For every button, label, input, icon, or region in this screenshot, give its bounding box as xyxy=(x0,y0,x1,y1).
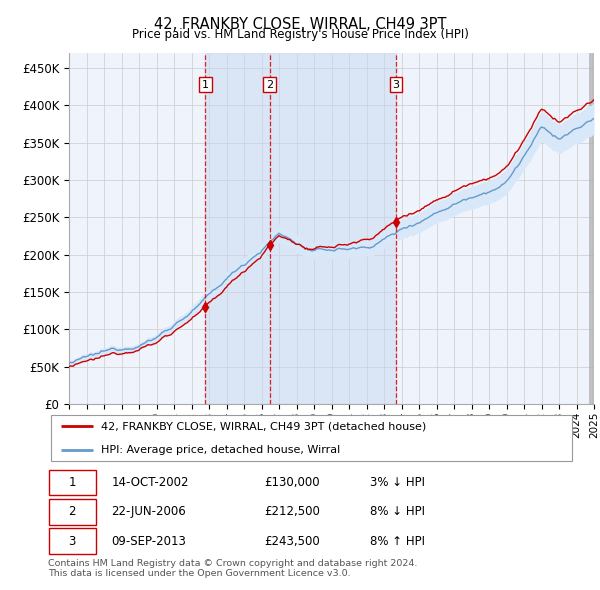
Text: 3% ↓ HPI: 3% ↓ HPI xyxy=(370,476,425,489)
Text: 3: 3 xyxy=(68,535,76,548)
Text: £212,500: £212,500 xyxy=(265,505,320,519)
Text: £243,500: £243,500 xyxy=(265,535,320,548)
Text: This data is licensed under the Open Government Licence v3.0.: This data is licensed under the Open Gov… xyxy=(48,569,350,578)
Bar xyxy=(205,53,270,404)
Text: HPI: Average price, detached house, Wirral: HPI: Average price, detached house, Wirr… xyxy=(101,445,340,455)
Text: 8% ↓ HPI: 8% ↓ HPI xyxy=(370,505,425,519)
Text: £130,000: £130,000 xyxy=(265,476,320,489)
Text: Contains HM Land Registry data © Crown copyright and database right 2024.: Contains HM Land Registry data © Crown c… xyxy=(48,559,418,568)
Text: 09-SEP-2013: 09-SEP-2013 xyxy=(112,535,186,548)
Text: 1: 1 xyxy=(202,80,209,90)
FancyBboxPatch shape xyxy=(49,499,95,525)
Text: Price paid vs. HM Land Registry's House Price Index (HPI): Price paid vs. HM Land Registry's House … xyxy=(131,28,469,41)
Text: 1: 1 xyxy=(68,476,76,489)
Text: 2: 2 xyxy=(68,505,76,519)
Text: 2: 2 xyxy=(266,80,273,90)
Text: 14-OCT-2002: 14-OCT-2002 xyxy=(112,476,189,489)
Text: 8% ↑ HPI: 8% ↑ HPI xyxy=(370,535,425,548)
FancyBboxPatch shape xyxy=(49,470,95,496)
Text: 22-JUN-2006: 22-JUN-2006 xyxy=(112,505,186,519)
Text: 3: 3 xyxy=(392,80,400,90)
Bar xyxy=(270,53,396,404)
FancyBboxPatch shape xyxy=(50,415,572,461)
Text: 42, FRANKBY CLOSE, WIRRAL, CH49 3PT: 42, FRANKBY CLOSE, WIRRAL, CH49 3PT xyxy=(154,17,446,31)
Text: 42, FRANKBY CLOSE, WIRRAL, CH49 3PT (detached house): 42, FRANKBY CLOSE, WIRRAL, CH49 3PT (det… xyxy=(101,421,426,431)
FancyBboxPatch shape xyxy=(49,528,95,554)
